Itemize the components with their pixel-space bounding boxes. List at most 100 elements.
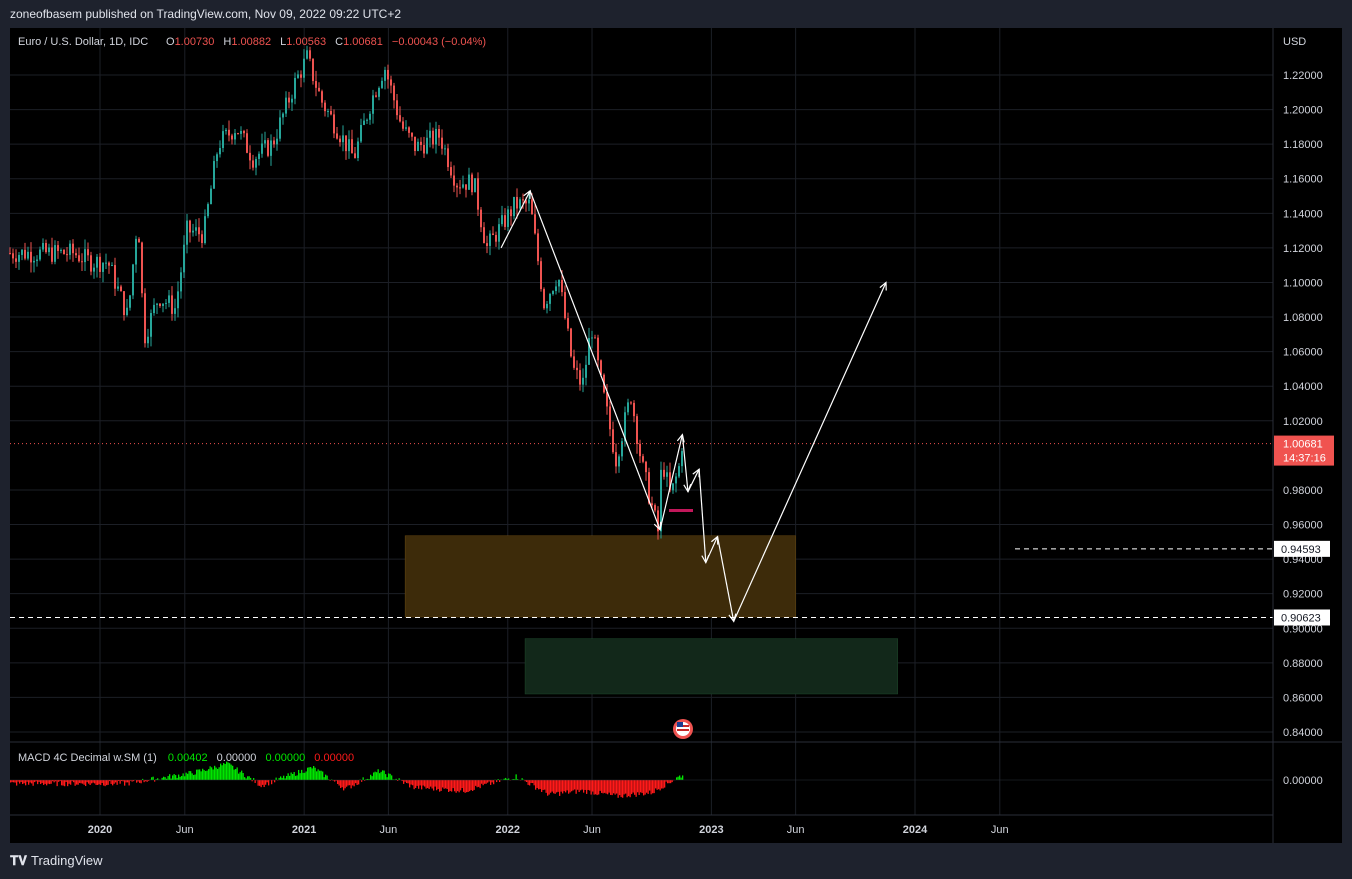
macd-bar [338,780,340,786]
macd-bar [115,780,117,783]
macd-bar [145,780,147,782]
candle-body [483,227,485,244]
candle-body [498,224,500,242]
macd-bar [493,780,495,785]
projection-arrowhead [879,281,887,291]
candle-body [678,466,680,477]
svg-text:O1.00730 H1.00882: O1.00730 H1.00882 L1.00563 C1.00681 −0.0… [166,36,486,48]
macd-bar [310,767,312,780]
macd-bar [241,770,243,780]
macd-bar [652,780,654,794]
candle-body [315,81,317,88]
candle-body [588,338,590,365]
macd-bar [470,780,472,791]
macd-bar [293,771,295,780]
macd-bar [148,780,150,781]
macd-bar [668,780,670,784]
macd-bar [524,780,526,782]
us-flag-event-icon[interactable] [673,719,693,739]
macd-bar [403,780,405,784]
macd-bar [197,769,199,780]
candle-body [27,251,29,259]
macd-bar [631,780,633,795]
macd-bar [61,780,63,786]
macd-bar [662,780,664,789]
candle-body [393,85,395,101]
candle-body [303,58,305,78]
candle-body [396,100,398,116]
macd-bar [334,780,336,782]
macd-bar [137,780,139,782]
candle-body [366,119,368,121]
candle-body [594,337,596,339]
macd-bar [623,780,625,795]
lower-target-zone [524,638,898,695]
macd-bar [164,777,166,780]
macd-bar [229,763,231,780]
macd-bar [397,780,399,781]
macd-bar [13,780,15,783]
candle-body [261,143,263,154]
candle-body [564,292,566,319]
macd-bar [337,780,339,785]
candle-body [171,295,173,314]
candle-body [528,199,530,204]
candle-body [606,392,608,407]
candle-body [36,259,38,261]
macd-bar [580,780,582,791]
macd-bar [52,780,54,782]
macd-bar [298,769,300,780]
macd-bar [529,780,531,786]
macd-bar [248,776,250,780]
macd-bar [257,780,259,786]
macd-bar [485,780,487,784]
candle-body [456,185,458,188]
macd-bar [317,769,319,780]
macd-bar [595,780,597,795]
macd-bar [413,780,415,790]
macd-bar [386,777,388,780]
tradingview-logo[interactable]: 𝐓𝐕 TradingView [10,853,103,869]
x-tick-label: 2024 [903,824,928,836]
candle-body [48,247,50,253]
candle-body [492,233,494,235]
macd-bar [410,780,412,785]
macd-bar [499,780,501,782]
macd-bar [175,775,177,780]
candle-body [192,230,194,233]
macd-bar [167,776,169,780]
x-tick-label: Jun [787,824,805,836]
candle-body [120,286,122,292]
candle-body [555,286,557,292]
macd-bar [463,780,465,792]
macd-name: MACD 4C Decimal w.SM (1) [18,752,157,764]
candle-body [609,406,611,430]
macd-bar [250,777,252,780]
candle-body [408,127,410,133]
y-tick-label: 1.08000 [1283,312,1323,324]
candle-body [54,245,56,262]
macd-bar [521,778,523,780]
macd-bar [14,780,16,783]
candle-body [399,115,401,122]
candle-body [273,140,275,145]
macd-bar [233,769,235,780]
macd-bar [161,777,163,780]
candle-body [675,476,677,484]
macd-bar [271,780,273,785]
publish-header: zoneofbasem published on TradingView.com… [0,0,1352,28]
macd-bar [172,775,174,780]
macd-bar [380,771,382,780]
macd-bar [116,780,118,785]
macd-bar [419,780,421,786]
macd-bar [433,780,435,791]
macd-bar [346,780,348,787]
y-tick-label: 0.88000 [1283,658,1323,670]
level-label: 0.90623 [1281,612,1321,624]
macd-bar [86,780,88,783]
countdown-label: 14:37:16 [1283,453,1326,465]
candle-body [663,469,665,477]
macd-bar [454,780,456,792]
macd-bar [514,779,516,780]
